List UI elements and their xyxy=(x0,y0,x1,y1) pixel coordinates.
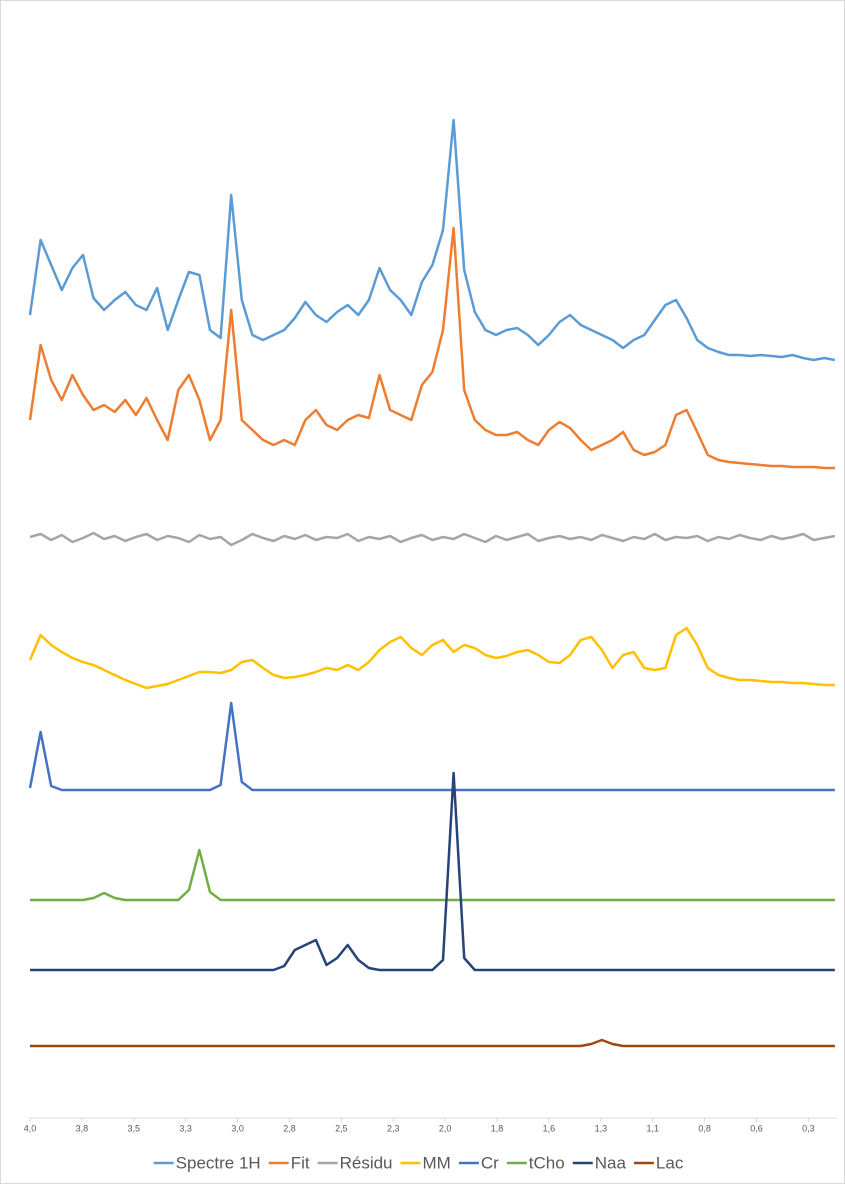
x-tick-label: 2,0 xyxy=(439,1123,452,1133)
series-line xyxy=(28,226,835,470)
x-tick-label: 1,3 xyxy=(595,1123,608,1133)
legend-label: Naa xyxy=(595,1153,627,1172)
legend-label: Fit xyxy=(291,1153,310,1172)
x-tick-label: 2,3 xyxy=(387,1123,400,1133)
x-tick-label: 0,3 xyxy=(802,1123,815,1133)
legend-label: Spectre 1H xyxy=(176,1153,261,1172)
series-line xyxy=(28,118,836,362)
x-tick-label: 0,8 xyxy=(698,1123,711,1133)
x-tick-label: 0,6 xyxy=(750,1123,763,1133)
x-tick-label: 1,6 xyxy=(543,1123,556,1133)
series-line xyxy=(30,1038,835,1048)
legend-label: MM xyxy=(423,1153,451,1172)
series-line xyxy=(30,848,835,902)
x-tick-label: 3,8 xyxy=(76,1123,89,1133)
x-tick-label: 3,3 xyxy=(179,1123,192,1133)
series-line xyxy=(28,701,835,792)
series-line xyxy=(28,626,835,690)
legend-label: tCho xyxy=(529,1153,565,1172)
legend-label: Résidu xyxy=(340,1153,393,1172)
series-line xyxy=(29,531,836,547)
x-tick-label: 2,5 xyxy=(335,1123,348,1133)
x-tick-label: 1,8 xyxy=(491,1123,504,1133)
legend-label: Cr xyxy=(481,1153,499,1172)
x-tick-label: 4,0 xyxy=(24,1123,37,1133)
legend-label: Lac xyxy=(656,1153,684,1172)
x-tick-label: 3,0 xyxy=(231,1123,244,1133)
x-tick-label: 2,8 xyxy=(283,1123,296,1133)
series-line xyxy=(30,771,835,972)
x-tick-label: 3,5 xyxy=(128,1123,141,1133)
x-tick-label: 1,1 xyxy=(646,1123,659,1133)
